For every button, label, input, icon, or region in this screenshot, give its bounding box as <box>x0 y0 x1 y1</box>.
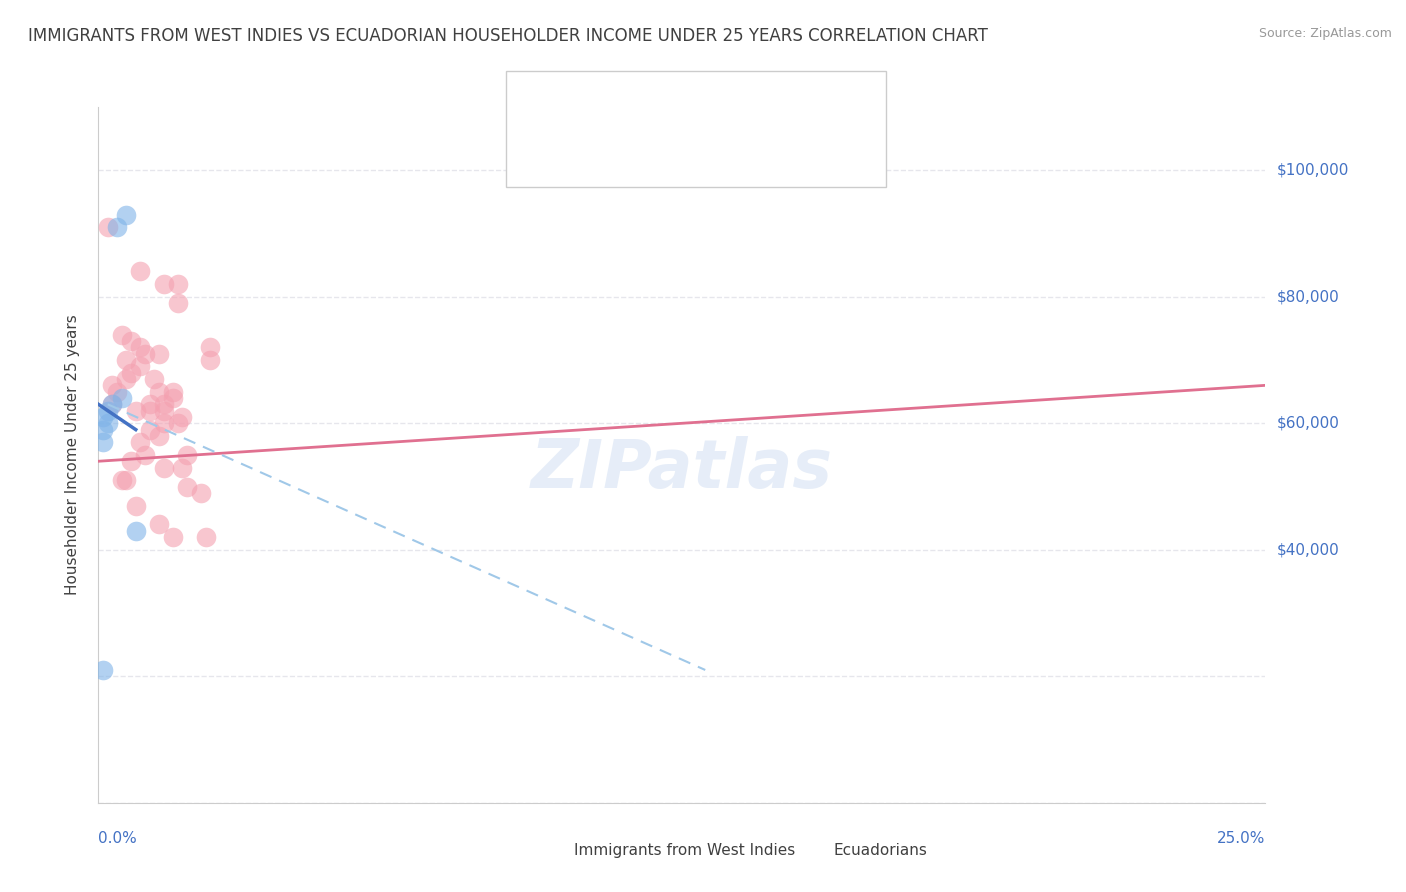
Point <box>115 208 138 222</box>
Point <box>111 473 134 487</box>
Text: N =: N = <box>730 142 761 160</box>
Point <box>115 473 138 487</box>
Point <box>152 397 174 411</box>
Point <box>129 435 152 450</box>
Bar <box>530 91 568 125</box>
Point <box>91 663 114 677</box>
Point <box>139 423 162 437</box>
Point <box>91 409 114 424</box>
Point <box>143 372 166 386</box>
Text: $80,000: $80,000 <box>1277 289 1340 304</box>
Point <box>172 409 194 424</box>
Point <box>129 340 152 354</box>
Point <box>125 524 148 538</box>
Bar <box>530 134 568 168</box>
Point <box>139 403 162 417</box>
Point <box>105 384 128 399</box>
Text: R =: R = <box>578 99 609 117</box>
Text: $100,000: $100,000 <box>1277 163 1348 178</box>
Point <box>166 296 188 310</box>
Text: $40,000: $40,000 <box>1277 542 1340 558</box>
Text: 0.185: 0.185 <box>631 142 702 160</box>
Point <box>91 435 114 450</box>
Text: Ecuadorians: Ecuadorians <box>834 843 928 857</box>
Point <box>162 384 184 399</box>
Point <box>152 403 174 417</box>
Point <box>162 530 184 544</box>
Point <box>115 353 138 368</box>
Point <box>152 417 174 431</box>
Point <box>134 347 156 361</box>
Point <box>176 479 198 493</box>
Point <box>152 277 174 292</box>
Point <box>120 454 142 468</box>
Point <box>166 417 188 431</box>
Point <box>101 378 124 392</box>
Point <box>97 220 120 235</box>
Point <box>129 264 152 278</box>
Text: -0.098: -0.098 <box>631 99 696 117</box>
Point <box>148 517 170 532</box>
Point <box>91 423 114 437</box>
Point <box>139 397 162 411</box>
Point <box>148 347 170 361</box>
Point <box>101 397 124 411</box>
Y-axis label: Householder Income Under 25 years: Householder Income Under 25 years <box>65 315 80 595</box>
Text: 0.0%: 0.0% <box>98 830 138 846</box>
Point <box>125 403 148 417</box>
Point <box>111 391 134 405</box>
Text: ZIPatlas: ZIPatlas <box>531 436 832 502</box>
Point <box>120 334 142 348</box>
Point <box>120 366 142 380</box>
Point <box>101 397 124 411</box>
Point <box>111 327 134 342</box>
Text: 25.0%: 25.0% <box>1218 830 1265 846</box>
Point <box>134 448 156 462</box>
Text: Source: ZipAtlas.com: Source: ZipAtlas.com <box>1258 27 1392 40</box>
Text: Immigrants from West Indies: Immigrants from West Indies <box>574 843 794 857</box>
Text: IMMIGRANTS FROM WEST INDIES VS ECUADORIAN HOUSEHOLDER INCOME UNDER 25 YEARS CORR: IMMIGRANTS FROM WEST INDIES VS ECUADORIA… <box>28 27 988 45</box>
Point <box>200 353 222 368</box>
Text: N =: N = <box>730 99 761 117</box>
Point <box>148 384 170 399</box>
Point <box>194 530 217 544</box>
Point <box>97 403 120 417</box>
Point <box>105 220 128 235</box>
Point <box>148 429 170 443</box>
Point <box>115 372 138 386</box>
Point <box>152 460 174 475</box>
Point <box>172 460 194 475</box>
Text: $60,000: $60,000 <box>1277 416 1340 431</box>
Text: 11: 11 <box>778 99 808 117</box>
Text: 46: 46 <box>778 142 801 160</box>
Point <box>190 486 212 500</box>
Point <box>129 359 152 374</box>
Point <box>97 417 120 431</box>
Point <box>125 499 148 513</box>
Point <box>166 277 188 292</box>
Text: R =: R = <box>578 142 609 160</box>
Point <box>176 448 198 462</box>
Point <box>162 391 184 405</box>
Point <box>200 340 222 354</box>
